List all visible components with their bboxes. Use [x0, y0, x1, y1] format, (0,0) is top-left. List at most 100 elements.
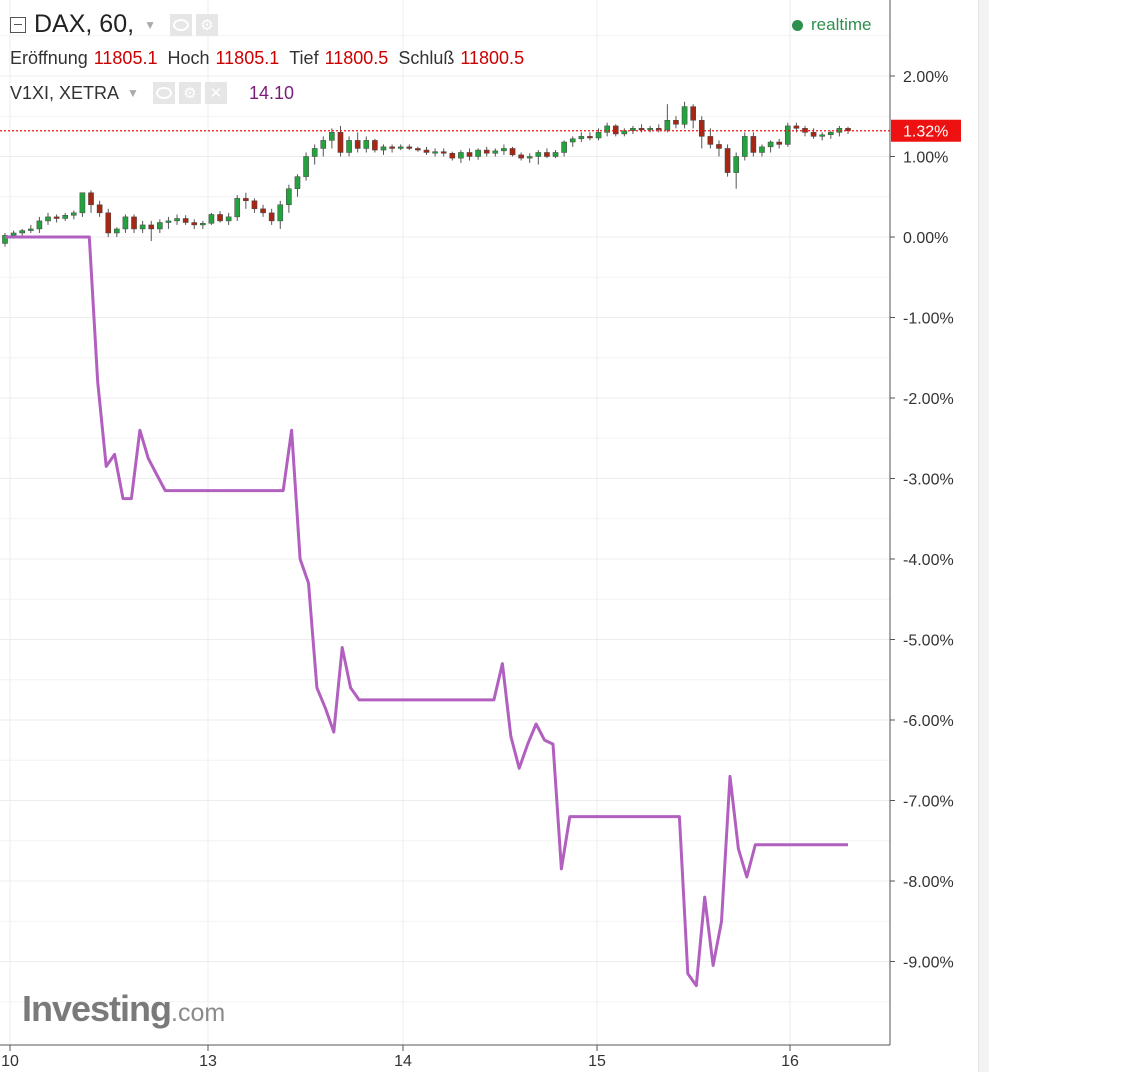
y-tick-label: 2.00%	[903, 69, 948, 86]
candle-body	[62, 215, 69, 219]
candle-body	[165, 220, 172, 223]
collapse-icon[interactable]	[10, 16, 26, 33]
candle-body	[45, 216, 51, 222]
candle-body	[587, 136, 593, 139]
candle-body	[604, 125, 610, 133]
candle-body	[741, 136, 748, 157]
candle-body	[750, 136, 757, 153]
high-value: 11805.1	[215, 48, 280, 68]
candle-body	[19, 230, 26, 234]
candle-body	[260, 208, 266, 214]
candle-body	[776, 141, 782, 145]
candle-body	[243, 198, 249, 202]
last-price-label: 1.32%	[891, 119, 961, 142]
candle-body	[397, 146, 404, 149]
logo-text: Investing	[22, 988, 172, 1029]
candle-body	[268, 212, 275, 222]
candle-body	[509, 148, 516, 156]
candle-body	[544, 152, 550, 157]
candle-body	[346, 140, 352, 153]
candle-body	[191, 222, 198, 226]
candle-body	[372, 140, 378, 151]
candle-body	[96, 204, 103, 214]
candle-body	[415, 148, 421, 151]
candle-body	[303, 156, 309, 177]
y-tick-label: -5.00%	[903, 633, 954, 650]
candle-body	[28, 228, 34, 231]
candle-body	[466, 152, 473, 157]
realtime-indicator: realtime	[792, 15, 871, 35]
logo-suffix: .com	[171, 999, 226, 1027]
legend-row-overlay: V1XI, XETRA ▼ ⚙ ✕ 14.10	[10, 82, 294, 104]
candle-body	[716, 144, 722, 149]
candle-body	[53, 216, 60, 219]
candle-body	[406, 146, 413, 149]
open-value: 11805.1	[93, 48, 158, 68]
candle-body	[71, 212, 77, 216]
dax-candles	[2, 101, 851, 247]
gear-icon[interactable]: ⚙	[195, 13, 218, 36]
x-tick-label: 15	[588, 1053, 606, 1070]
close-icon[interactable]: ✕	[204, 82, 227, 104]
y-axis: 2.00% 1.00% 0.00% -1.00% -2.00% -3.00% -4.00% -…	[890, 69, 954, 972]
candle-body	[819, 134, 825, 137]
candle-body	[681, 106, 688, 125]
candle-body	[337, 132, 344, 153]
chevron-down-icon[interactable]: ▼	[127, 86, 139, 100]
x-tick-label: 14	[394, 1053, 412, 1070]
y-tick-label: 0.00%	[903, 230, 948, 247]
candle-body	[483, 149, 490, 154]
candle-body	[638, 128, 645, 131]
candle-body	[277, 204, 284, 222]
candle-body	[475, 149, 481, 157]
y-tick-label: 1.00%	[903, 150, 948, 167]
candle-body	[501, 148, 507, 152]
overlay-symbol-label[interactable]: V1XI, XETRA	[10, 82, 120, 103]
y-tick-label: -7.00%	[903, 794, 954, 811]
candle-body	[759, 146, 765, 153]
candle-body	[793, 125, 800, 129]
open-label: Eröffnung	[10, 48, 88, 68]
eye-icon[interactable]	[152, 82, 175, 104]
candle-body	[105, 212, 112, 234]
eye-icon[interactable]	[169, 13, 192, 36]
candle-body	[492, 150, 499, 154]
candle-body	[724, 148, 731, 173]
candle-body	[595, 132, 602, 139]
legend-row-main: DAX, 60, ▼ ⚙	[10, 10, 222, 39]
candle-body	[148, 224, 155, 230]
candle-body	[552, 152, 559, 157]
candle-body	[131, 216, 137, 230]
x-tick-label: 10	[1, 1053, 19, 1070]
y-tick-label: -2.00%	[903, 391, 954, 408]
candle-body	[535, 152, 542, 157]
candle-body	[208, 214, 215, 224]
y-tick-label: -8.00%	[903, 874, 954, 891]
v1xi-line	[5, 235, 848, 988]
gear-icon[interactable]: ⚙	[178, 82, 201, 104]
candle-body	[698, 120, 705, 137]
candle-body	[518, 154, 524, 159]
candle-body	[784, 125, 791, 145]
last-price-value: 1.32%	[903, 124, 948, 141]
candle-body	[578, 136, 585, 140]
chevron-down-icon[interactable]: ▼	[144, 17, 156, 32]
candle-body	[79, 192, 86, 214]
symbol-label[interactable]: DAX, 60,	[34, 10, 135, 38]
x-axis: 10 13 14 15 16	[1, 1045, 799, 1070]
candle-body	[36, 220, 43, 230]
candle-body	[655, 128, 662, 131]
candle-body	[251, 200, 258, 210]
investing-logo: Investing .com	[22, 988, 225, 1030]
candle-body	[389, 146, 395, 149]
candle-body	[767, 141, 774, 148]
candle-body	[690, 106, 696, 121]
candle-body	[380, 146, 387, 151]
candle-body	[286, 188, 292, 206]
x-tick-label: 16	[781, 1053, 799, 1070]
candle-body	[423, 149, 430, 153]
gridlines	[0, 0, 890, 1045]
right-scroll-strip	[978, 0, 989, 1072]
candle-body	[673, 120, 679, 125]
